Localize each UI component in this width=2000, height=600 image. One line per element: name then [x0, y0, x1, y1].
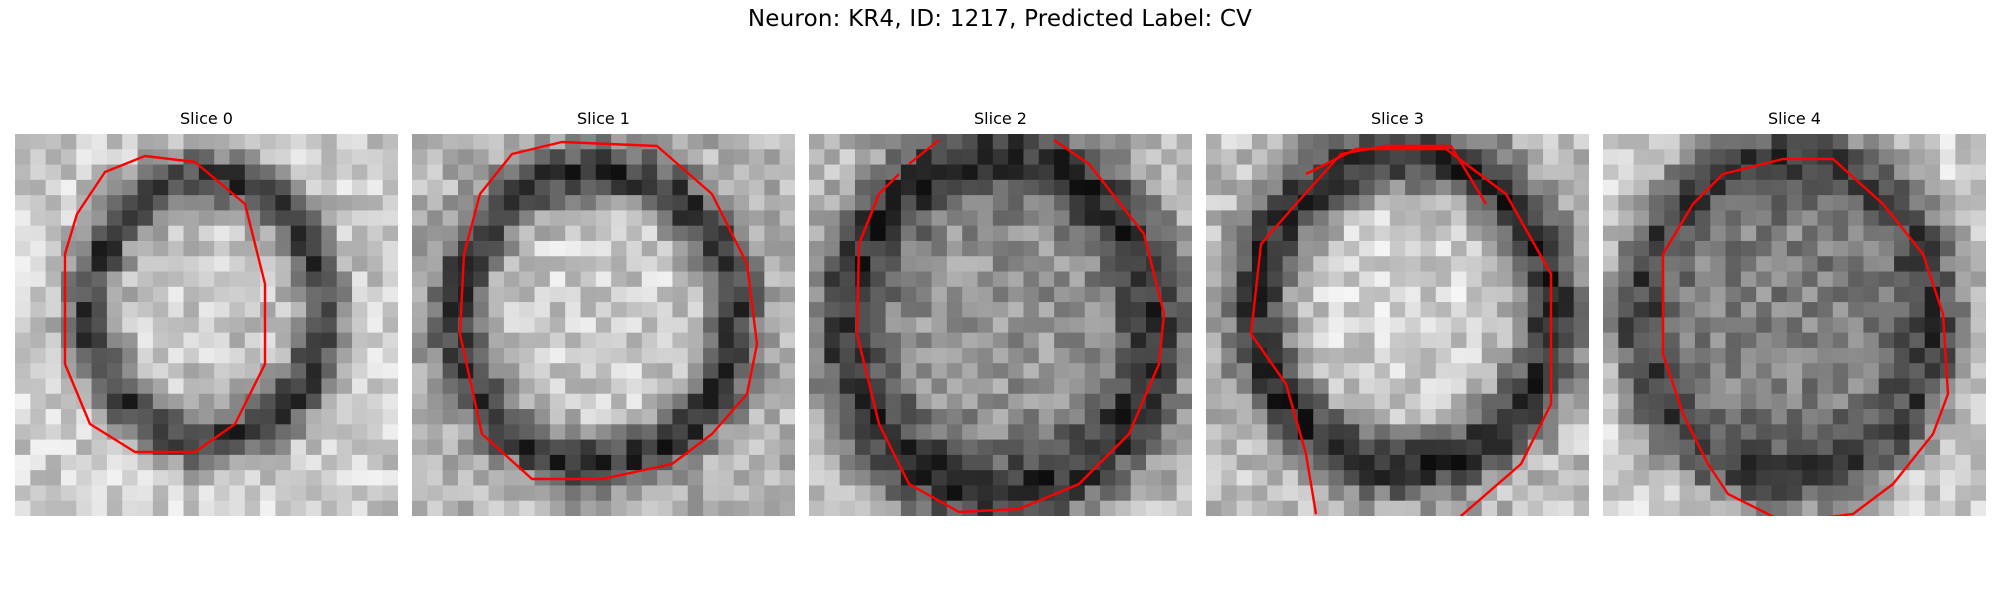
pixel-grid [412, 134, 795, 516]
slice-panel-1: Slice 1 [412, 108, 795, 516]
slice-title: Slice 2 [974, 109, 1027, 128]
slice-title: Slice 0 [180, 109, 233, 128]
pixel-grid [1603, 134, 1986, 516]
slice-image [1206, 134, 1589, 516]
slice-image [412, 134, 795, 516]
slice-title: Slice 1 [577, 109, 630, 128]
segmentation-contour [855, 139, 1166, 514]
slice-image [15, 134, 398, 516]
slice-image [1603, 134, 1986, 516]
segmentation-contour [458, 140, 759, 481]
pixel-grid [809, 134, 1192, 516]
slice-title: Slice 4 [1768, 109, 1821, 128]
slice-image [809, 134, 1192, 516]
slice-panel-3: Slice 3 [1206, 108, 1589, 516]
segmentation-contour [908, 139, 940, 165]
segmentation-contour [63, 154, 267, 454]
segmentation-contour [1249, 144, 1488, 455]
slice-panel-0: Slice 0 [15, 108, 398, 516]
figure-title: Neuron: KR4, ID: 1217, Predicted Label: … [747, 6, 1253, 32]
segmentation-contour [1722, 157, 1950, 516]
slice-panel-2: Slice 2 [809, 108, 1192, 516]
pixel-grid [15, 134, 398, 516]
slice-panel-4: Slice 4 [1603, 108, 1986, 516]
slice-title: Slice 3 [1371, 109, 1424, 128]
pixel-grid [1206, 134, 1589, 516]
segmentation-contour [1661, 173, 1775, 516]
segmentation-contour [1304, 453, 1318, 515]
